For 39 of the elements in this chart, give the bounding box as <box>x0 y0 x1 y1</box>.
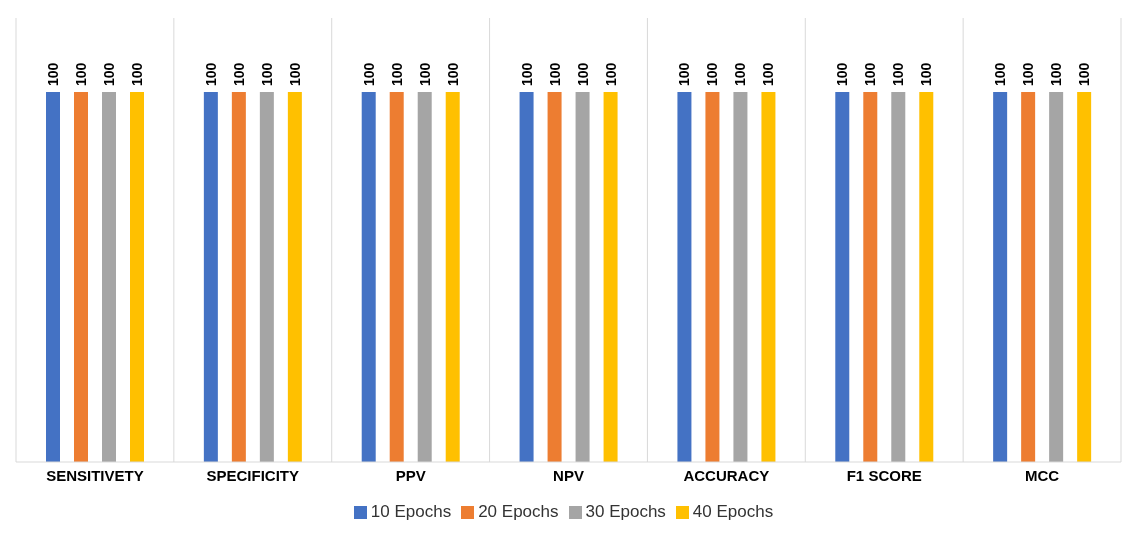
data-label: 100 <box>676 62 693 86</box>
data-label: 100 <box>862 62 879 86</box>
legend-label: 30 Epochs <box>585 502 666 521</box>
x-tick-label: MCC <box>1024 466 1060 484</box>
data-label: 100 <box>1076 62 1093 86</box>
data-label: 100 <box>834 62 851 86</box>
data-label: 100 <box>101 62 117 86</box>
data-label: 100 <box>1020 62 1037 86</box>
data-label: 100 <box>704 62 721 86</box>
legend-label: 10 Epochs <box>370 502 452 521</box>
data-label: 100 <box>360 62 377 86</box>
data-label: 100 <box>890 62 907 86</box>
data-label: 100 <box>574 62 591 86</box>
data-label: 100 <box>388 62 405 86</box>
x-tick-label: ACCURACY <box>683 466 770 484</box>
data-label: 100 <box>73 62 89 86</box>
x-tick-label: F1 SCORE <box>846 466 922 484</box>
data-label: 100 <box>732 62 749 86</box>
data-label: 100 <box>286 62 303 86</box>
x-tick-label: PPV <box>395 466 426 484</box>
data-label: 100 <box>444 62 461 86</box>
legend-label: 20 Epochs <box>478 502 559 521</box>
data-label: 100 <box>992 62 1009 86</box>
data-label: 100 <box>129 62 145 86</box>
data-label: 100 <box>918 62 935 86</box>
data-label: 100 <box>518 62 535 86</box>
x-tick-label: SPECIFICITY <box>206 466 300 484</box>
data-label: 100 <box>45 62 61 86</box>
data-label: 100 <box>760 62 777 86</box>
legend-label: 40 Epochs <box>692 502 774 521</box>
data-label: 100 <box>230 62 247 86</box>
data-label: 100 <box>1048 62 1065 86</box>
data-label: 100 <box>546 62 563 86</box>
x-tick-label: NPV <box>553 466 584 484</box>
data-label: 100 <box>602 62 619 86</box>
data-label: 100 <box>202 62 219 86</box>
data-label: 100 <box>416 62 433 86</box>
x-tick-label: SENSITIVETY <box>46 466 144 484</box>
data-label: 100 <box>258 62 275 86</box>
